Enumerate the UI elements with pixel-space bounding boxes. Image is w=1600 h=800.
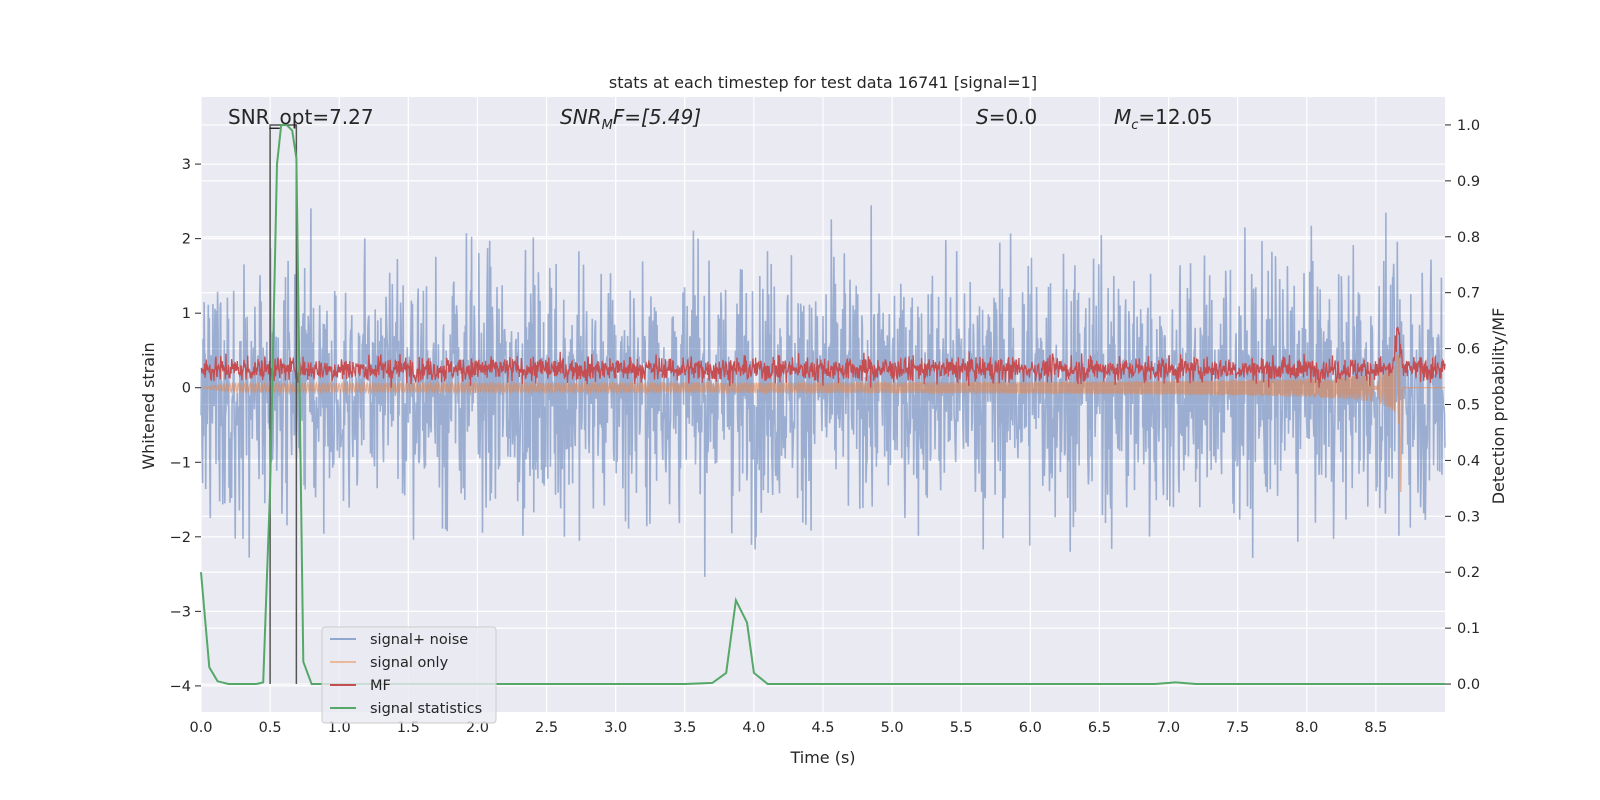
y-right-tick-label: 1.0: [1457, 118, 1480, 134]
y-right-tick-label: 0.8: [1457, 230, 1480, 246]
x-tick-label: 5.0: [881, 720, 904, 736]
y-tick-label: 1: [182, 306, 191, 322]
y-right-tick-label: 0.2: [1457, 565, 1480, 581]
series-mf: [200, 326, 1446, 388]
annotation-snr-opt: SNR_opt=7.27: [228, 105, 374, 129]
y-right-tick-label: 0.6: [1457, 342, 1480, 358]
annotation-s: S=0.0: [976, 105, 1037, 129]
legend-label-signal-noise: signal+ noise: [370, 632, 468, 648]
y-tick-label: −3: [170, 604, 191, 620]
signal-noise-line: [200, 205, 1446, 577]
annotation-snr-mf: SNRMF=[5.49]: [560, 105, 701, 133]
x-tick-label: 1.0: [328, 720, 351, 736]
y-right-tick-label: 0.4: [1457, 453, 1480, 469]
y-right-tick-label: 0.1: [1457, 621, 1480, 637]
y-tick-label: −2: [170, 530, 191, 546]
mf-line: [200, 326, 1446, 388]
x-tick-label: 0.0: [189, 720, 212, 736]
x-tick-label: 6.0: [1019, 720, 1042, 736]
y-right-tick-label: 0.5: [1457, 398, 1480, 414]
x-tick-label: 7.0: [1157, 720, 1180, 736]
x-tick-label: 2.5: [535, 720, 558, 736]
x-tick-label: 3.0: [604, 720, 627, 736]
x-tick-label: 7.5: [1226, 720, 1249, 736]
y-tick-label: 3: [182, 157, 191, 173]
chart-title: stats at each timestep for test data 167…: [609, 73, 1037, 92]
x-axis-label: Time (s): [789, 748, 855, 767]
x-tick-label: 4.0: [742, 720, 765, 736]
legend-label-signal-statistics: signal statistics: [370, 701, 482, 717]
legend: signal+ noise signal only MF signal stat…: [321, 626, 497, 724]
y-right-tick-label: 0.0: [1457, 677, 1480, 693]
legend-label-mf: MF: [370, 678, 391, 694]
x-tick-label: 6.5: [1088, 720, 1111, 736]
y-axis-label: Whitened strain: [139, 342, 158, 469]
x-tick-label: 0.5: [259, 720, 282, 736]
x-tick-label: 3.5: [673, 720, 696, 736]
x-tick-label: 1.5: [397, 720, 420, 736]
y-tick-label: 0: [182, 381, 191, 397]
y-right-tick-label: 0.9: [1457, 174, 1480, 190]
y-tick-label: 2: [182, 232, 191, 248]
series-signal-noise: [200, 205, 1446, 577]
legend-box: [321, 626, 497, 724]
y-tick-label: −1: [170, 455, 191, 471]
y-right-tick-label: 0.3: [1457, 509, 1480, 525]
x-tick-label: 4.5: [811, 720, 834, 736]
annotation-mc: Mc=12.05: [1114, 105, 1212, 133]
x-tick-label: 8.5: [1364, 720, 1387, 736]
x-tick-label: 8.0: [1295, 720, 1318, 736]
x-tick-labels: 0.0 0.5 1.0 1.5 2.0 2.5 3.0 3.5 4.0 4.5 5.0 5.5 6.0 6…: [189, 720, 1387, 736]
x-tick-label: 2.0: [466, 720, 489, 736]
y-right-tick-label: 0.7: [1457, 286, 1480, 302]
x-tick-label: 5.5: [950, 720, 973, 736]
y-right-axis-label: Detection probability/MF: [1489, 308, 1508, 505]
y-tick-labels: 3 2 1 0 −1 −2 −3 −4: [170, 157, 201, 695]
y-right-tick-labels: 1.0 0.9 0.8 0.7 0.6 0.5 0.4 0.3 0.2 0.1 0.0: [1445, 118, 1480, 693]
y-tick-label: −4: [170, 679, 191, 695]
legend-label-signal-only: signal only: [370, 655, 449, 671]
